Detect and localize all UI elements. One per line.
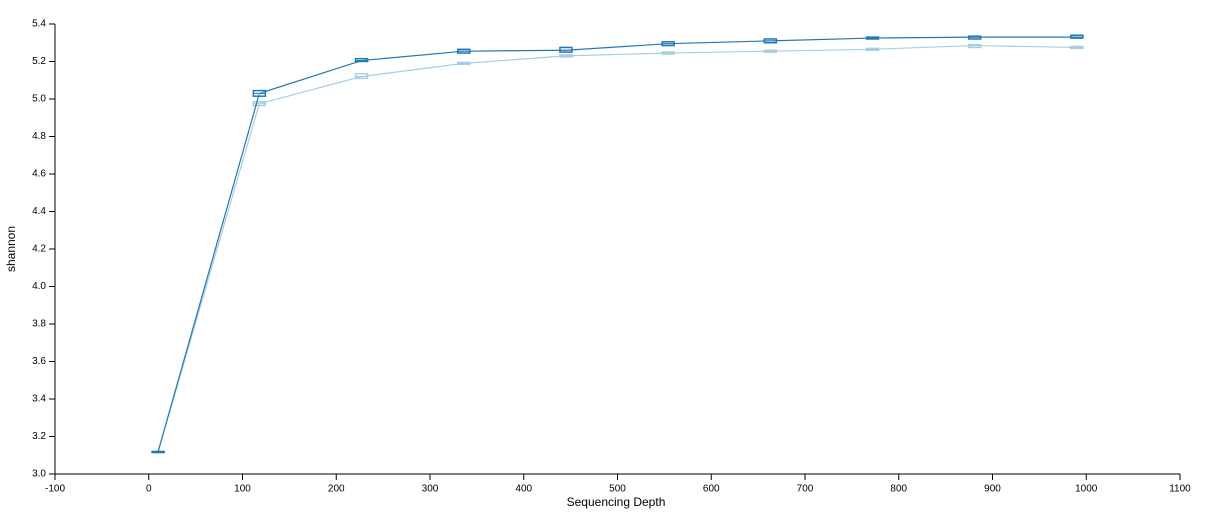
x-tick-label: -100	[45, 484, 65, 495]
x-tick-label: 200	[328, 484, 345, 495]
y-tick-label: 3.8	[32, 319, 46, 330]
y-axis-label: shannon	[4, 226, 18, 272]
x-tick-label: 0	[146, 484, 152, 495]
x-tick-label: 700	[797, 484, 814, 495]
y-tick-label: 5.4	[32, 19, 46, 30]
x-tick-label: 300	[422, 484, 439, 495]
y-tick-label: 5.0	[32, 94, 46, 105]
y-tick-label: 4.8	[32, 131, 46, 142]
x-tick-label: 500	[609, 484, 626, 495]
y-tick-label: 4.4	[32, 206, 46, 217]
x-tick-label: 1100	[1169, 484, 1191, 495]
y-tick-label: 3.4	[32, 394, 46, 405]
y-tick-label: 3.0	[32, 469, 46, 480]
y-tick-label: 3.2	[32, 431, 46, 442]
x-tick-label: 800	[890, 484, 907, 495]
y-tick-label: 4.2	[32, 244, 46, 255]
x-tick-label: 1000	[1075, 484, 1098, 495]
x-tick-label: 900	[984, 484, 1001, 495]
y-tick-label: 4.0	[32, 281, 46, 292]
x-axis-label: Sequencing Depth	[567, 495, 666, 509]
y-tick-label: 4.6	[32, 169, 46, 180]
x-tick-label: 100	[234, 484, 251, 495]
y-tick-label: 3.6	[32, 356, 46, 367]
series-line	[157, 44, 1077, 452]
x-tick-label: 400	[515, 484, 532, 495]
x-tick-label: 600	[703, 484, 720, 495]
y-tick-label: 5.2	[32, 56, 46, 67]
series-line	[157, 36, 1077, 452]
